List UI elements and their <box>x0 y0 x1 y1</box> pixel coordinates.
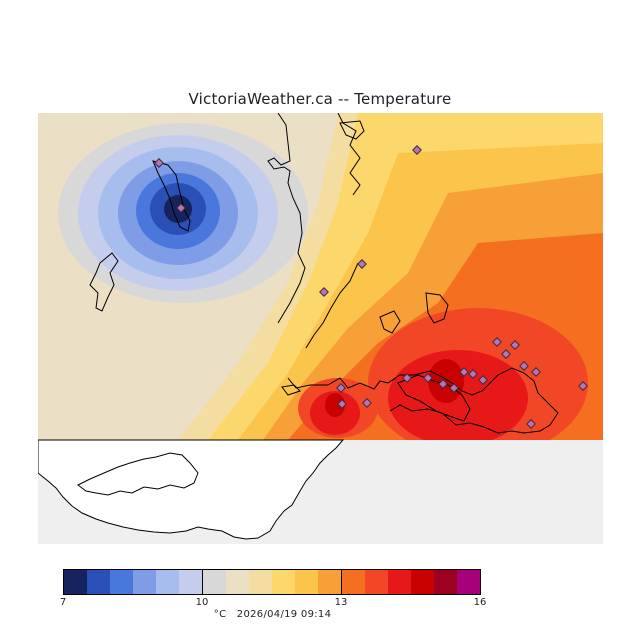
station-marker[interactable] <box>468 369 478 379</box>
colorbar-segment <box>226 570 249 594</box>
station-marker[interactable] <box>336 383 346 393</box>
temperature-map[interactable] <box>38 113 603 544</box>
station-marker[interactable] <box>519 361 529 371</box>
station-marker[interactable] <box>357 259 367 269</box>
colorbar-tick-label: 16 <box>473 597 487 608</box>
colorbar-segment <box>64 570 87 594</box>
station-marker[interactable] <box>478 375 488 385</box>
station-marker[interactable] <box>449 383 459 393</box>
station-marker[interactable] <box>362 398 372 408</box>
station-marker[interactable] <box>438 379 448 389</box>
colorbar-segment <box>202 570 226 594</box>
colorbar-segment <box>318 570 341 594</box>
station-marker[interactable] <box>154 158 164 168</box>
colorbar-segment <box>156 570 179 594</box>
station-marker[interactable] <box>402 373 412 383</box>
coastline <box>267 113 559 434</box>
colorbar-segment <box>249 570 272 594</box>
map-title: VictoriaWeather.ca -- Temperature <box>188 90 452 108</box>
station-marker[interactable] <box>319 287 329 297</box>
colorbar-segment <box>272 570 295 594</box>
colorbar-segment <box>411 570 434 594</box>
colorbar-segment <box>179 570 202 594</box>
islands <box>89 120 471 422</box>
station-marker[interactable] <box>531 367 541 377</box>
colorbar-tick-label: 13 <box>334 597 348 608</box>
legend-caption: °C 2026/04/19 09:14 <box>0 609 545 620</box>
colorbar-segment <box>133 570 156 594</box>
weather-stations[interactable] <box>154 145 588 429</box>
temperature-field <box>38 113 603 440</box>
colorbar-segment <box>110 570 133 594</box>
southern-island <box>77 452 199 496</box>
unit-label: °C <box>213 609 227 620</box>
station-marker[interactable] <box>176 203 186 213</box>
station-marker[interactable] <box>412 145 422 155</box>
colorbar-segment <box>365 570 388 594</box>
colorbar-segment <box>434 570 457 594</box>
station-marker[interactable] <box>459 367 469 377</box>
station-marker[interactable] <box>337 399 347 409</box>
timestamp-label: 2026/04/19 09:14 <box>236 609 332 620</box>
station-marker[interactable] <box>492 337 502 347</box>
colorbar-tick-label: 7 <box>59 597 67 608</box>
colorbar-segment <box>388 570 411 594</box>
colorbar-tick-label: 10 <box>195 597 209 608</box>
station-marker[interactable] <box>526 419 536 429</box>
southern-landmass <box>38 439 345 540</box>
station-marker[interactable] <box>578 381 588 391</box>
colorbar-segment <box>341 570 365 594</box>
station-marker[interactable] <box>510 340 520 350</box>
colorbar-segment <box>295 570 318 594</box>
station-marker[interactable] <box>501 349 511 359</box>
colorbar-segment <box>457 570 480 594</box>
station-marker[interactable] <box>423 373 433 383</box>
colorbar-segment <box>87 570 110 594</box>
temperature-colorbar <box>63 569 481 595</box>
